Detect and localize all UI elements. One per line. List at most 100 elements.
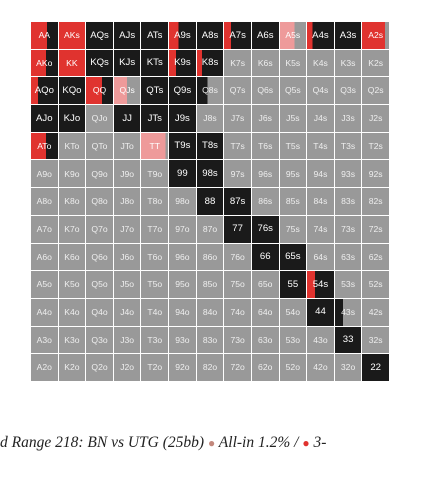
hand-label: Q4s bbox=[312, 85, 329, 96]
hand-cell-98s: 98s bbox=[196, 160, 224, 188]
hand-cell-ajs: AJs bbox=[113, 22, 141, 49]
hand-cell-65s: 65s bbox=[279, 243, 307, 271]
hand-cell-kto: KTo bbox=[58, 132, 86, 160]
hand-cell-54s: 54s bbox=[307, 271, 334, 298]
hand-cell-88: 88 bbox=[196, 188, 224, 215]
hand-label: T7s bbox=[230, 140, 245, 151]
hand-cell-72s: 72s bbox=[362, 215, 389, 243]
hand-cell-k8o: K8o bbox=[58, 188, 86, 215]
hand-cell-ats: ATs bbox=[141, 22, 169, 49]
hand-label: 85o bbox=[202, 279, 218, 290]
hand-label: T8s bbox=[201, 140, 218, 152]
hand-cell-a9s: A9s bbox=[169, 22, 196, 49]
hand-label: T9o bbox=[147, 168, 163, 179]
hand-label: Q9o bbox=[91, 168, 108, 179]
hand-label: A5s bbox=[285, 30, 301, 41]
hand-cell-j8o: J8o bbox=[113, 188, 141, 215]
hand-cell-64o: 64o bbox=[251, 298, 279, 326]
hand-label: 52s bbox=[368, 279, 383, 290]
hand-label: 76s bbox=[257, 223, 273, 235]
hand-cell-kqo: KQo bbox=[58, 77, 86, 105]
hand-cell-q8s: Q8s bbox=[196, 77, 224, 105]
hand-cell-a3o: A3o bbox=[31, 326, 58, 354]
hand-label: K7o bbox=[64, 223, 80, 234]
hand-cell-q8o: Q8o bbox=[86, 188, 113, 215]
hand-label: KJs bbox=[119, 57, 136, 69]
hand-cell-kts: KTs bbox=[141, 49, 169, 77]
hand-label: Q8s bbox=[202, 85, 218, 96]
hand-cell-k3o: K3o bbox=[58, 326, 86, 354]
hand-cell-32s: 32s bbox=[362, 326, 389, 354]
hand-cell-76o: 76o bbox=[224, 243, 251, 271]
hand-cell-t3o: T3o bbox=[141, 326, 169, 354]
hand-cell-j5s: J5s bbox=[279, 105, 307, 132]
hand-label: Q3s bbox=[340, 85, 356, 96]
hand-label: 75s bbox=[285, 223, 300, 234]
hand-cell-j6s: J6s bbox=[251, 105, 279, 132]
hand-cell-t8o: T8o bbox=[141, 188, 169, 215]
hand-label: Q7s bbox=[229, 85, 246, 96]
hand-label: 84o bbox=[202, 306, 218, 317]
hand-label: T5s bbox=[285, 140, 300, 151]
hand-label: J3s bbox=[341, 113, 355, 124]
hand-cell-97s: 97s bbox=[224, 160, 251, 188]
hand-cell-aqs: AQs bbox=[86, 22, 113, 49]
hand-label: 32o bbox=[340, 362, 356, 373]
hand-label: 52o bbox=[285, 362, 300, 373]
hand-label: AKs bbox=[64, 30, 80, 41]
hand-label: A8s bbox=[201, 29, 219, 41]
hand-label: T2o bbox=[147, 362, 163, 373]
hand-cell-43s: 43s bbox=[334, 298, 362, 326]
hand-label: 42s bbox=[368, 306, 383, 317]
hand-label: Q5o bbox=[91, 279, 108, 290]
hand-label: Q7o bbox=[91, 223, 108, 234]
hand-label: JTo bbox=[120, 140, 134, 151]
hand-cell-k7o: K7o bbox=[58, 215, 86, 243]
hand-label: J6o bbox=[120, 251, 135, 262]
hand-label: K7s bbox=[230, 57, 246, 68]
hand-cell-a8o: A8o bbox=[31, 188, 58, 215]
hand-label: 53s bbox=[341, 279, 355, 290]
hand-cell-a9o: A9o bbox=[31, 160, 58, 188]
hand-label: 43s bbox=[341, 306, 355, 317]
hand-cell-84s: 84s bbox=[307, 188, 334, 215]
hand-label: K6o bbox=[64, 251, 80, 262]
hand-label: Q9s bbox=[173, 84, 192, 96]
hand-label: QTs bbox=[146, 84, 164, 96]
hand-label: T4s bbox=[313, 140, 328, 151]
hand-cell-96s: 96s bbox=[251, 160, 279, 188]
hand-label: J4o bbox=[120, 306, 135, 317]
hand-cell-95s: 95s bbox=[279, 160, 307, 188]
hand-label: ATo bbox=[37, 140, 52, 151]
hand-cell-qq: QQ bbox=[86, 77, 113, 105]
hand-cell-82o: 82o bbox=[196, 354, 224, 381]
hand-cell-42o: 42o bbox=[307, 354, 334, 381]
hand-cell-kqs: KQs bbox=[86, 49, 113, 77]
hand-cell-85s: 85s bbox=[279, 188, 307, 215]
hand-label: AA bbox=[38, 30, 51, 41]
hand-cell-j4s: J4s bbox=[307, 105, 334, 132]
caption-title: d Range 218: BN vs UTG (25bb) bbox=[0, 434, 205, 451]
hand-label: Q2o bbox=[91, 362, 108, 373]
hand-cell-72o: 72o bbox=[224, 354, 251, 381]
hand-label: 62o bbox=[258, 362, 273, 373]
hand-label: 33 bbox=[342, 334, 354, 346]
hand-label: AJs bbox=[119, 29, 136, 41]
hand-label: J7o bbox=[120, 223, 135, 234]
hand-cell-a2s: A2s bbox=[362, 22, 389, 49]
hand-cell-t3s: T3s bbox=[334, 132, 362, 160]
hand-cell-74s: 74s bbox=[307, 215, 334, 243]
hand-label: 92o bbox=[175, 362, 190, 373]
hand-label: 94s bbox=[313, 168, 328, 179]
hand-label: 63s bbox=[341, 251, 355, 262]
hand-label: 66 bbox=[259, 251, 271, 263]
hand-cell-kjs: KJs bbox=[113, 49, 141, 77]
hand-label: J8s bbox=[203, 113, 217, 124]
hand-cell-k2s: K2s bbox=[362, 49, 389, 77]
hand-label: 84s bbox=[313, 196, 328, 207]
hand-label: 72s bbox=[368, 223, 383, 234]
hand-label: 97s bbox=[230, 168, 245, 179]
hand-cell-t7o: T7o bbox=[141, 215, 169, 243]
caption-truncated-text: 3- bbox=[313, 434, 327, 451]
hand-cell-q2o: Q2o bbox=[86, 354, 113, 381]
